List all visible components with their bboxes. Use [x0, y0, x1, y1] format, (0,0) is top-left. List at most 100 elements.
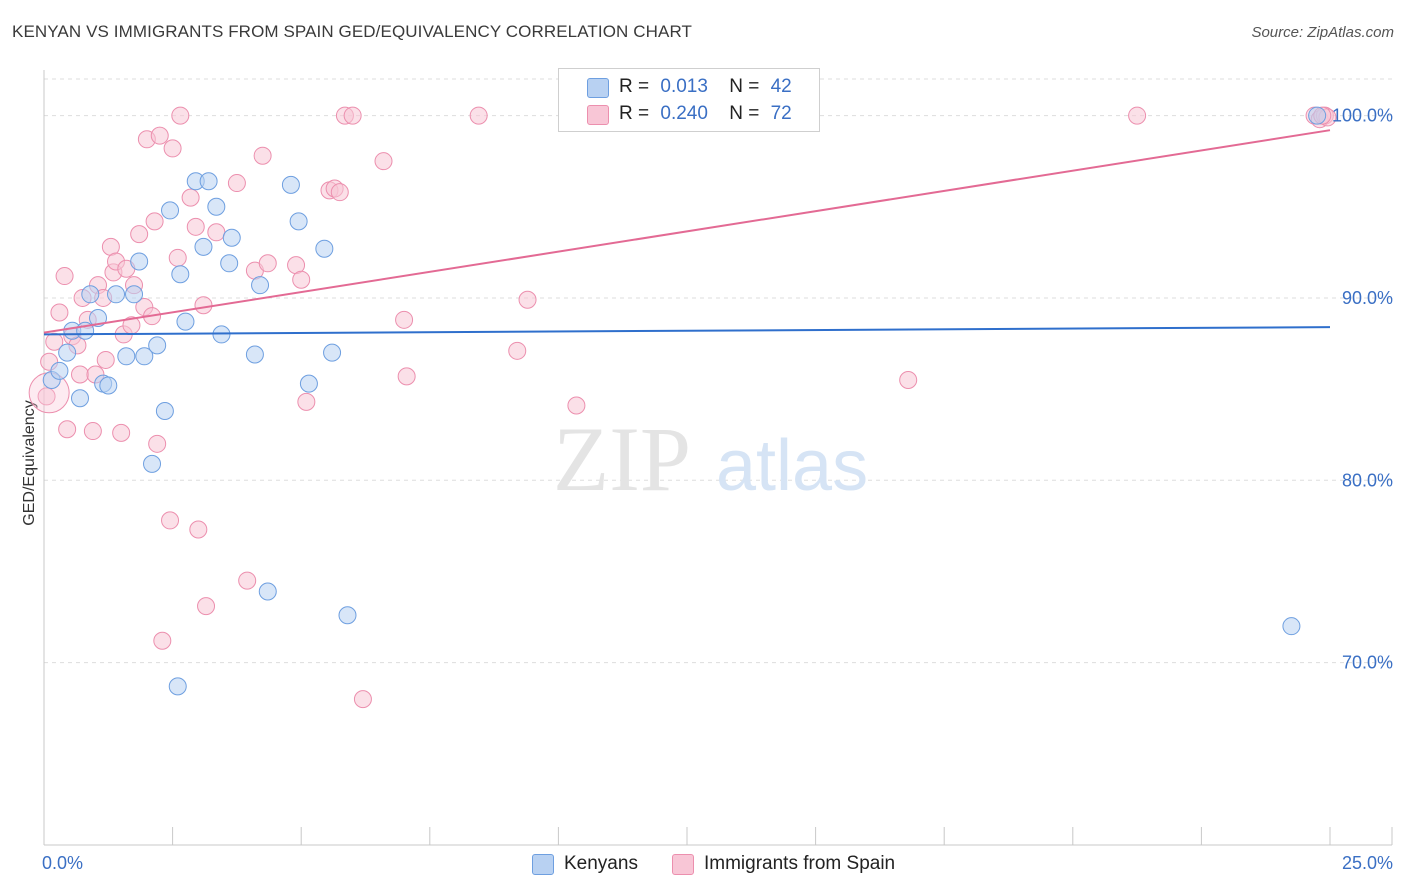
y-tick-label: 70.0%: [1342, 653, 1393, 673]
spain-point: [189, 520, 208, 539]
kenyan-point: [220, 254, 239, 273]
legend-n-value-kenyans: 42: [770, 76, 792, 97]
kenyan-point: [135, 347, 154, 366]
spain-point: [292, 270, 311, 289]
kenyan-point: [176, 312, 195, 331]
spain-point: [395, 310, 414, 329]
spain-point: [55, 267, 74, 286]
kenyan-point: [258, 582, 277, 601]
spain-point: [58, 420, 77, 439]
y-tick-label: 100.0%: [1332, 106, 1393, 126]
kenyan-point: [89, 309, 108, 327]
spain-point: [37, 387, 56, 406]
kenyan-point: [81, 285, 100, 304]
kenyan-point: [168, 677, 187, 696]
spain-point: [567, 396, 586, 415]
spain-point: [83, 422, 102, 441]
kenyan-point: [338, 606, 357, 625]
spain-point: [253, 146, 272, 165]
spain-point: [238, 571, 257, 590]
bottom-swatch-kenyans: [532, 854, 554, 875]
legend-n-label: N =: [729, 76, 760, 97]
spain-point: [469, 106, 488, 125]
spain-point: [112, 423, 131, 442]
spain-point: [145, 212, 164, 231]
watermark: ZIP atlas: [553, 408, 868, 510]
spain-point: [197, 597, 216, 616]
spain-point: [330, 183, 349, 202]
spain-point: [343, 106, 362, 125]
kenyan-point: [148, 336, 167, 355]
watermark-zip: ZIP: [553, 408, 691, 510]
spain-point: [171, 106, 190, 125]
bottom-legend-label-kenyans: Kenyans: [564, 853, 638, 874]
spain-point: [71, 365, 90, 384]
spain-point: [163, 139, 182, 158]
kenyan-point: [315, 239, 334, 258]
kenyan-point: [107, 285, 126, 304]
kenyan-point: [125, 285, 144, 304]
kenyan-point: [117, 347, 136, 366]
kenyan-point: [245, 345, 264, 364]
spain-point: [397, 367, 416, 386]
bottom-legend-label-spain: Immigrants from Spain: [704, 853, 896, 874]
trend-line-spain: [43, 129, 1331, 334]
legend-r-value-kenyans: 0.013: [660, 76, 708, 97]
kenyan-point: [323, 343, 342, 362]
trend-line-kenyans: [43, 326, 1331, 336]
spain-point: [181, 188, 200, 207]
spain-point: [168, 248, 187, 267]
spain-point: [130, 225, 149, 244]
y-tick-label: 80.0%: [1342, 470, 1393, 490]
chart-title: KENYAN VS IMMIGRANTS FROM SPAIN GED/EQUI…: [12, 22, 692, 41]
spain-point: [353, 690, 372, 709]
kenyan-point: [130, 252, 149, 271]
kenyan-point: [58, 343, 77, 362]
spain-point: [153, 631, 172, 650]
watermark-atlas: atlas: [716, 426, 868, 506]
y-tick-label: 90.0%: [1342, 288, 1393, 308]
spain-point: [1128, 106, 1147, 125]
spain-point: [258, 254, 277, 273]
spain-point: [50, 303, 69, 322]
spain-point: [186, 217, 205, 236]
kenyan-point: [199, 172, 218, 191]
kenyan-point: [71, 389, 90, 408]
series-spain-points: [28, 106, 1337, 709]
kenyan-point: [1282, 617, 1301, 636]
legend-swatch-kenyans: [587, 78, 609, 98]
tick-labels: 70.0% 80.0% 90.0% 100.0% 0.0% 25.0%: [42, 106, 1393, 873]
bottom-swatch-spain: [672, 854, 694, 875]
legend-n-value-spain: 72: [770, 103, 792, 124]
kenyan-point: [207, 197, 226, 216]
spain-point: [161, 511, 180, 530]
kenyan-point: [99, 376, 118, 395]
axes: [43, 70, 1393, 846]
trend-lines: [43, 129, 1331, 336]
source-credit: Source: ZipAtlas.com: [1251, 24, 1394, 41]
kenyan-point: [194, 237, 213, 256]
kenyan-point: [143, 454, 162, 473]
spain-point: [207, 223, 226, 242]
x-tick-label-max: 25.0%: [1342, 853, 1393, 873]
spain-point: [148, 434, 167, 453]
legend-n-label: N =: [729, 103, 760, 124]
kenyan-point: [155, 402, 174, 420]
spain-point: [194, 296, 213, 315]
legend-r-value-spain: 0.240: [660, 103, 708, 124]
kenyan-point: [299, 374, 318, 393]
kenyan-point: [251, 276, 270, 295]
spain-point: [227, 174, 246, 193]
kenyan-point: [161, 201, 180, 220]
kenyan-point: [289, 212, 308, 231]
x-tick-label-min: 0.0%: [42, 853, 83, 873]
kenyan-point: [50, 361, 69, 380]
legend-r-label: R =: [619, 103, 650, 124]
series-kenyan-points: [42, 106, 1327, 696]
spain-point: [899, 371, 918, 389]
kenyan-point: [281, 175, 300, 194]
spain-point: [374, 152, 393, 171]
spain-point: [508, 341, 527, 360]
legend-r-label: R =: [619, 76, 650, 97]
